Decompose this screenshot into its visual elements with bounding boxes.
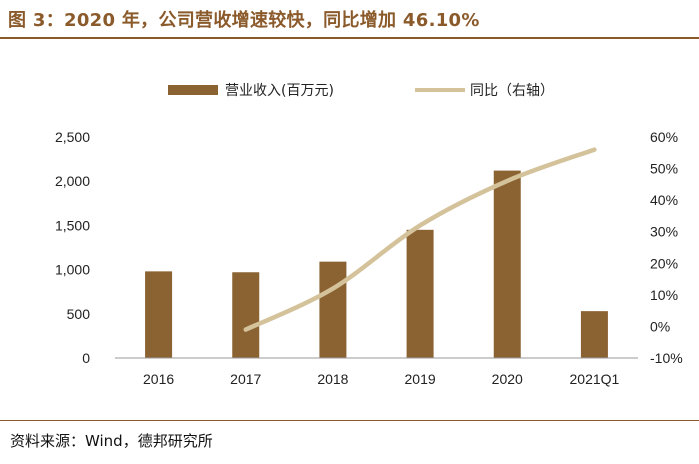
right-tick-label: 0% [650,318,670,334]
title-underline [0,37,699,39]
right-tick-label: 30% [650,224,678,240]
x-tick-label: 2017 [230,371,261,387]
legend-bar-swatch [168,85,218,95]
right-tick-label: 60% [650,129,678,145]
right-tick-label: 20% [650,255,678,271]
legend-line-label: 同比（右轴） [470,83,554,99]
bar-2016 [145,271,173,358]
right-tick-label: 40% [650,192,678,208]
bar-series [145,170,608,358]
x-tick-label: 2018 [317,371,348,387]
x-tick-label: 2020 [492,371,523,387]
right-tick-label: 10% [650,287,678,303]
revenue-chart: 营业收入(百万元) 同比（右轴） 0 500 1,000 1,500 2,000 2,50… [55,83,683,387]
bar-2021q1 [580,311,608,358]
yoy-line-series [243,147,597,332]
x-tick-label: 2019 [405,371,436,387]
right-axis-ticks: -10% 0% 10% 20% 30% 40% 50% 60% [650,129,683,366]
x-axis-ticks: 2016 2017 2018 2019 2020 2021Q1 [143,371,620,387]
left-tick-label: 500 [67,306,91,322]
right-tick-label: 50% [650,161,678,177]
legend: 营业收入(百万元) 同比（右轴） [168,83,554,99]
left-tick-label: 1,500 [55,217,90,233]
right-tick-label: -10% [650,350,683,366]
left-tick-label: 2,000 [55,173,90,189]
bar-2019 [406,229,434,358]
figure-title: 图 3：2020 年，公司营收增速较快，同比增加 46.10% [8,10,480,31]
source-note: 资料来源：Wind，德邦研究所 [10,432,213,450]
left-tick-label: 1,000 [55,262,90,278]
legend-bar-label: 营业收入(百万元) [225,83,334,99]
bar-2018 [319,261,347,358]
left-axis-ticks: 0 500 1,000 1,500 2,000 2,500 [55,129,90,366]
x-tick-label: 2016 [143,371,174,387]
x-tick-label: 2021Q1 [570,371,620,387]
yoy-line [243,147,597,332]
left-tick-label: 0 [82,350,90,366]
bar-2020 [493,170,521,358]
left-tick-label: 2,500 [55,129,90,145]
bar-2017 [232,272,260,358]
source-divider [0,420,699,421]
